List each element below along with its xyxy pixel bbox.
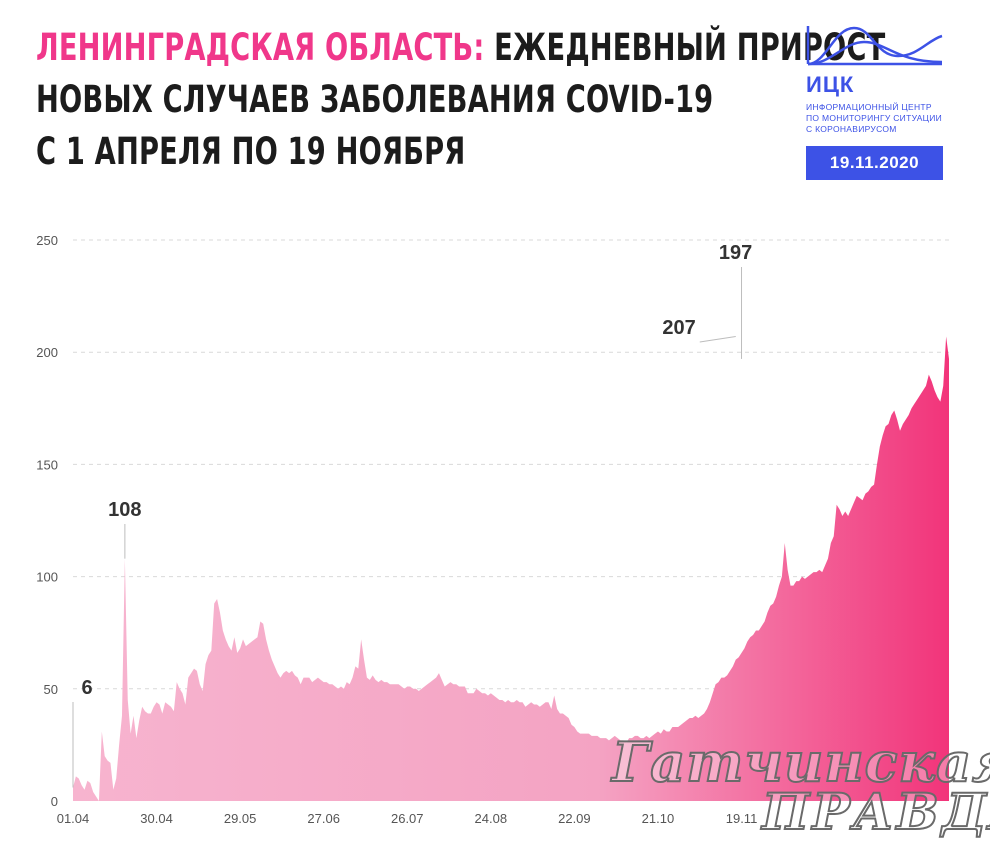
chart-title: ЛЕНИНГРАДСКАЯ ОБЛАСТЬ: ЕЖЕДНЕВНЫЙ ПРИРОС… [36, 22, 885, 178]
series-area [73, 336, 949, 801]
x-tick-label: 01.04 [57, 811, 90, 826]
y-tick-label: 150 [36, 457, 58, 472]
logo-desc-line-1: ИНФОРМАЦИОННЫЙ ЦЕНТР [806, 102, 932, 112]
y-tick-label: 0 [51, 794, 58, 809]
logo-abbreviation: ИЦК [806, 72, 855, 97]
x-tick-label: 22.09 [558, 811, 591, 826]
y-tick-label: 100 [36, 570, 58, 585]
x-axis-ticks: 01.04 30.04 29.05 27.06 26.07 24.08 22.09 21.10… [57, 811, 758, 826]
y-axis-ticks: 0 50 100 150 200 250 [36, 233, 58, 809]
x-tick-label: 30.04 [140, 811, 173, 826]
data-label: 108 [108, 499, 141, 521]
title-line-3: С 1 АПРЕЛЯ ПО 19 НОЯБРЯ [36, 130, 466, 173]
y-tick-label: 250 [36, 233, 58, 248]
x-tick-label: 21.10 [642, 811, 675, 826]
x-tick-label: 19.11 [726, 811, 758, 826]
date-badge: 19.11.2020 [806, 146, 943, 180]
y-tick-label: 50 [44, 682, 58, 697]
logo-desc-line-3: С КОРОНАВИРУСОМ [806, 124, 897, 134]
logo-wave-icon [806, 26, 943, 66]
logo-desc-line-2: ПО МОНИТОРИНГУ СИТУАЦИИ [806, 113, 943, 123]
title-line-1: ЛЕНИНГРАДСКАЯ ОБЛАСТЬ: ЕЖЕДНЕВНЫЙ ПРИРОС… [36, 22, 885, 74]
title-line-2: НОВЫХ СЛУЧАЕВ ЗАБОЛЕВАНИЯ COVID-19 [36, 78, 714, 121]
y-tick-label: 200 [36, 345, 58, 360]
data-label: 207 [662, 317, 695, 339]
x-tick-label: 27.06 [307, 811, 340, 826]
x-tick-label: 26.07 [391, 811, 424, 826]
annotation-leader-line [699, 335, 736, 343]
data-label: 197 [719, 242, 752, 264]
x-tick-label: 29.05 [224, 811, 257, 826]
logo-description: ИНФОРМАЦИОННЫЙ ЦЕНТР ПО МОНИТОРИНГУ СИТУ… [806, 102, 966, 135]
data-annotations: 6 108 207 197 [72, 242, 752, 788]
x-tick-label: 24.08 [475, 811, 508, 826]
title-region: ЛЕНИНГРАДСКАЯ ОБЛАСТЬ: [36, 26, 485, 69]
data-label: 6 [81, 677, 92, 699]
